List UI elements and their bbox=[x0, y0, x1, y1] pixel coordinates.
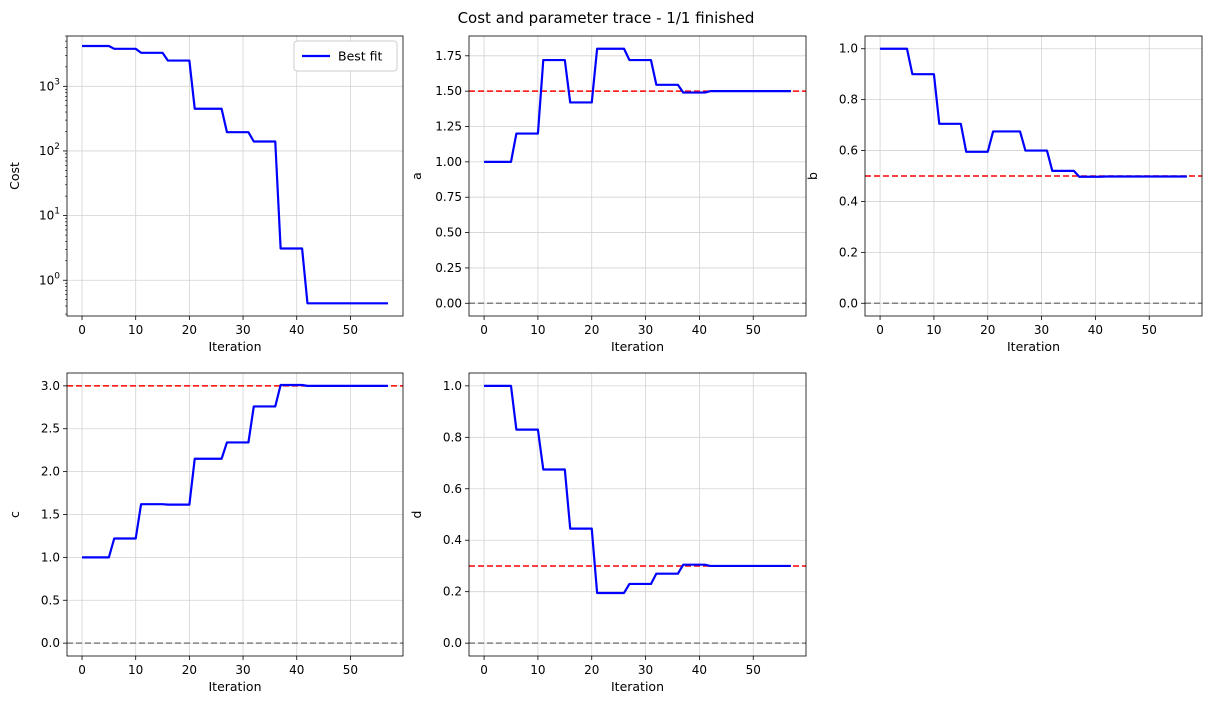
x-tick-label: 20 bbox=[584, 323, 599, 337]
x-tick-label: 30 bbox=[235, 663, 250, 677]
y-tick-label: 0.0 bbox=[839, 296, 858, 310]
y-tick-label: 0.25 bbox=[435, 261, 462, 275]
x-tick-label: 10 bbox=[128, 663, 143, 677]
subplot-a: 0 10 20 30 40 50 0.00 0.25 0.50 0.75 1.00 1.25 1.50 1… bbox=[409, 35, 807, 354]
y-tick-label: 0.2 bbox=[839, 245, 858, 259]
y-tick-label: 103 bbox=[39, 77, 60, 93]
series-line bbox=[484, 47, 791, 163]
x-tick-label: 20 bbox=[980, 323, 995, 337]
x-axis-label: Iteration bbox=[611, 679, 664, 694]
axes-frame bbox=[468, 372, 807, 657]
x-tick-label: 10 bbox=[530, 323, 545, 337]
y-tick-label: 1.0 bbox=[839, 42, 858, 56]
legend-box bbox=[293, 40, 398, 72]
y-tick-label: 0.0 bbox=[41, 636, 60, 650]
x-tick-label: 30 bbox=[638, 663, 653, 677]
grid-lines bbox=[67, 373, 403, 656]
x-tick-label: 20 bbox=[182, 323, 197, 337]
x-axis-label: Iteration bbox=[611, 339, 664, 354]
x-tick-label: 0 bbox=[78, 323, 86, 337]
y-tick-label: 101 bbox=[39, 207, 60, 223]
y-axis-label: a bbox=[409, 172, 424, 180]
x-tick-label: 50 bbox=[1142, 323, 1157, 337]
x-tick-label: 50 bbox=[746, 323, 761, 337]
y-tick-label: 0.50 bbox=[435, 226, 462, 240]
y-tick-label: 0.75 bbox=[435, 190, 462, 204]
axes-frame bbox=[468, 35, 807, 317]
x-tick-label: 30 bbox=[638, 323, 653, 337]
x-tick-label: 40 bbox=[692, 663, 707, 677]
y-tick-label: 0.6 bbox=[839, 144, 858, 158]
y-tick-label: 1.0 bbox=[443, 379, 462, 393]
legend-label: Best fit bbox=[338, 49, 383, 64]
x-tick-label: 30 bbox=[1034, 323, 1049, 337]
y-tick-label: 1.5 bbox=[41, 508, 60, 522]
y-tick-label: 0.4 bbox=[443, 533, 462, 547]
x-tick-label: 40 bbox=[289, 323, 304, 337]
y-tick-label: 0.2 bbox=[443, 585, 462, 599]
y-tick-label: 3.0 bbox=[41, 379, 60, 393]
y-tick-label: 0.8 bbox=[839, 93, 858, 107]
x-tick-label: 10 bbox=[926, 323, 941, 337]
x-tick-label: 10 bbox=[530, 663, 545, 677]
x-axis-label: Iteration bbox=[208, 339, 261, 354]
grid-lines bbox=[469, 373, 806, 656]
y-tick-label: 0.8 bbox=[443, 430, 462, 444]
y-tick-label: 1.75 bbox=[435, 49, 462, 63]
x-tick-label: 20 bbox=[584, 663, 599, 677]
axes-frame bbox=[864, 35, 1203, 317]
figure-title: Cost and parameter trace - 1/1 finished bbox=[458, 9, 755, 27]
y-tick-label: 102 bbox=[39, 142, 60, 158]
subplot-d: 0 10 20 30 40 50 0.0 0.2 0.4 0.6 0.8 1.0 Iteration d bbox=[409, 372, 807, 694]
y-tick-label: 1.00 bbox=[435, 155, 462, 169]
y-tick-label: 2.0 bbox=[41, 465, 60, 479]
series-line bbox=[82, 383, 388, 559]
x-tick-label: 10 bbox=[128, 323, 143, 337]
x-tick-label: 0 bbox=[480, 323, 488, 337]
y-tick-label: 1.25 bbox=[435, 120, 462, 134]
subplot-c: 0 10 20 30 40 50 0.0 0.5 1.0 1.5 2.0 2.5 3.0 Iteratio… bbox=[7, 372, 404, 694]
x-tick-label: 30 bbox=[235, 323, 250, 337]
y-tick-label: 100 bbox=[39, 271, 60, 287]
y-axis-label: b bbox=[805, 172, 820, 180]
x-tick-label: 50 bbox=[746, 663, 761, 677]
y-axis-label: Cost bbox=[7, 162, 22, 190]
series-line bbox=[880, 47, 1187, 178]
legend: Best fit bbox=[293, 40, 398, 72]
subplot-b: 0 10 20 30 40 50 0.0 0.2 0.4 0.6 0.8 1.0 Iteration b bbox=[805, 35, 1203, 354]
axes-frame bbox=[66, 35, 404, 317]
subplot-cost: 0 10 20 30 40 50 100 101 102 103 Iteration Cost Best… bbox=[7, 35, 404, 354]
grid-lines bbox=[469, 36, 806, 316]
y-tick-label: 2.5 bbox=[41, 422, 60, 436]
x-tick-label: 40 bbox=[692, 323, 707, 337]
x-tick-label: 40 bbox=[289, 663, 304, 677]
y-axis-label: c bbox=[7, 511, 22, 518]
x-tick-label: 50 bbox=[343, 663, 358, 677]
y-tick-label: 0.0 bbox=[443, 636, 462, 650]
series-line bbox=[484, 384, 791, 595]
x-tick-label: 0 bbox=[78, 663, 86, 677]
y-tick-label: 1.50 bbox=[435, 84, 462, 98]
y-tick-label: 0.6 bbox=[443, 482, 462, 496]
series-line bbox=[82, 44, 388, 305]
x-tick-label: 20 bbox=[182, 663, 197, 677]
subplot-grid: 0 10 20 30 40 50100101102103IterationCostBest… bbox=[7, 35, 1203, 694]
x-tick-label: 50 bbox=[343, 323, 358, 337]
x-tick-label: 40 bbox=[1088, 323, 1103, 337]
x-axis-label: Iteration bbox=[208, 679, 261, 694]
y-tick-label: 0.4 bbox=[839, 194, 858, 208]
y-tick-label: 1.0 bbox=[41, 550, 60, 564]
y-axis-label: d bbox=[409, 511, 424, 519]
y-tick-label: 0.00 bbox=[435, 296, 462, 310]
x-tick-label: 0 bbox=[876, 323, 884, 337]
x-tick-label: 0 bbox=[480, 663, 488, 677]
y-tick-label: 0.5 bbox=[41, 593, 60, 607]
x-axis-label: Iteration bbox=[1007, 339, 1060, 354]
grid-lines bbox=[67, 36, 403, 316]
